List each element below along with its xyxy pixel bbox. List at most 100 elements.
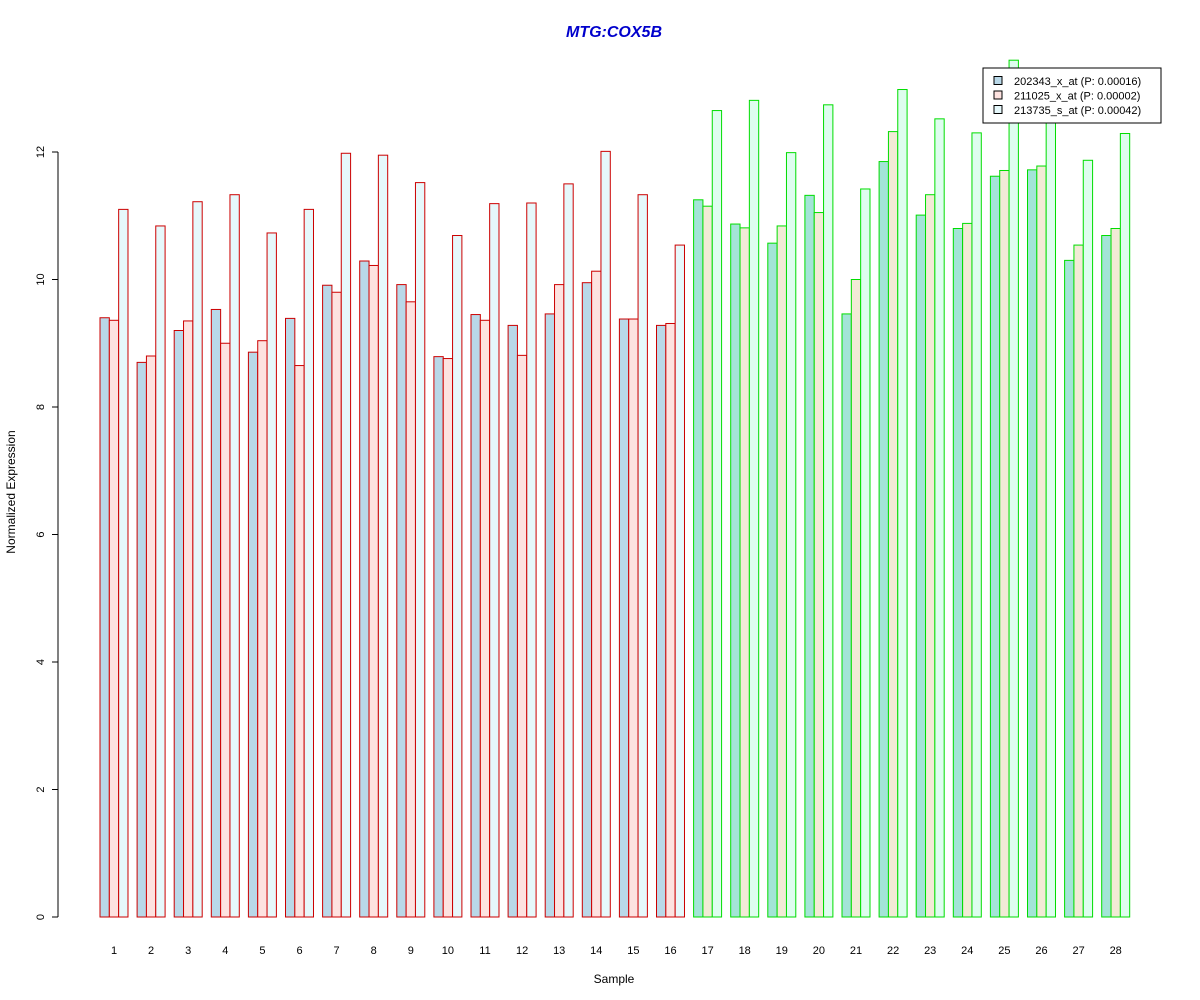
x-tick-label: 28: [1110, 945, 1122, 957]
bar-series-3-sample-7: [340, 152, 352, 918]
legend-swatch-3: [993, 105, 1003, 114]
x-tick-label: 16: [664, 945, 676, 957]
x-tick-label: 8: [371, 945, 377, 957]
x-tick-label: 25: [998, 945, 1010, 957]
bar-series-2-sample-6: [294, 365, 305, 918]
bar-series-2-sample-8: [368, 264, 379, 918]
x-tick-label: 24: [961, 945, 973, 957]
x-tick-label: 23: [924, 945, 936, 957]
bar-series-1-sample-2: [136, 361, 147, 918]
x-tick-label: 2: [148, 945, 154, 957]
bar-series-1-sample-17: [693, 199, 704, 918]
legend-label-2: 211025_x_at (P: 0.00002): [1014, 91, 1140, 103]
bar-series-2-sample-19: [776, 225, 787, 918]
bar-series-2-sample-5: [257, 340, 268, 918]
bar-series-1-sample-16: [656, 324, 667, 918]
bar-series-3-sample-22: [897, 89, 908, 918]
bar-series-1-sample-9: [396, 284, 407, 918]
y-tick-label: 10: [35, 273, 47, 285]
bar-series-3-sample-18: [748, 99, 760, 918]
bar-series-3-sample-20: [823, 104, 834, 918]
bar-series-2-sample-9: [405, 301, 416, 918]
bar-series-1-sample-6: [285, 317, 296, 918]
bar-series-2-sample-12: [516, 354, 528, 918]
x-tick-label: 15: [627, 945, 639, 957]
bar-series-2-sample-28: [1110, 228, 1121, 918]
x-tick-label: 9: [408, 945, 414, 957]
bar-series-1-sample-7: [322, 284, 333, 918]
bar-series-2-sample-21: [850, 279, 862, 918]
bar-series-3-sample-21: [860, 188, 871, 918]
legend-label-1: 202343_x_at (P: 0.00016): [1014, 76, 1141, 88]
bar-series-2-sample-7: [331, 291, 342, 918]
x-tick-label: 17: [701, 945, 713, 957]
bar-series-2-sample-10: [442, 358, 454, 918]
x-tick-label: 19: [776, 945, 788, 957]
bar-series-1-sample-11: [470, 314, 481, 918]
chart-title: MTG:COX5B: [566, 24, 662, 41]
bar-series-2-sample-3: [183, 320, 194, 918]
x-tick-label: 21: [850, 945, 862, 957]
bar-series-3-sample-24: [971, 132, 982, 918]
legend-swatch-2: [993, 90, 1003, 100]
bar-series-3-sample-8: [377, 154, 389, 918]
x-tick-label: 26: [1035, 945, 1047, 957]
y-tick-label: 8: [35, 404, 47, 410]
bar-series-1-sample-15: [618, 318, 630, 918]
x-tick-label: 5: [259, 945, 265, 957]
bar-series-3-sample-27: [1082, 159, 1094, 918]
bar-series-3-sample-4: [229, 194, 240, 918]
legend-label-3: 213735_s_at (P: 0.00042): [1014, 105, 1141, 117]
y-tick-label: 2: [35, 786, 47, 792]
x-tick-label: 4: [222, 945, 228, 957]
legend-box: [982, 67, 1162, 124]
bar-series-2-sample-14: [591, 270, 602, 918]
x-axis-label: Sample: [594, 972, 635, 986]
bar-series-1-sample-27: [1064, 259, 1075, 918]
bar-series-1-sample-13: [544, 313, 556, 918]
bar-series-3-sample-16: [674, 244, 685, 918]
x-tick-label: 10: [442, 945, 454, 957]
bar-series-3-sample-12: [526, 202, 537, 918]
bar-series-2-sample-4: [220, 342, 231, 918]
y-tick-label: 6: [35, 531, 47, 537]
x-tick-label: 27: [1072, 945, 1084, 957]
bar-series-1-sample-20: [804, 194, 815, 918]
bar-series-3-sample-10: [452, 235, 463, 918]
x-axis-ticks: 1 2 3 4 5 6 7 8 9 10 11 12 13 14 15 16 17 18 19 20 21 22 23 24 2…: [111, 945, 1122, 957]
bar-series-2-sample-17: [702, 205, 713, 918]
bar-series-2-sample-18: [739, 227, 750, 918]
bar-series-3-sample-11: [489, 203, 500, 918]
bar-series-3-sample-3: [192, 201, 203, 918]
x-tick-label: 1: [111, 945, 117, 957]
x-tick-label: 22: [887, 945, 899, 957]
bar-series-1-sample-14: [581, 282, 593, 918]
bar-series-2-sample-15: [628, 318, 639, 918]
bar-series-1-sample-3: [173, 330, 185, 918]
y-axis-label: Normalized Expression: [4, 430, 18, 553]
bar-series-1-sample-18: [730, 223, 741, 918]
bars-layer: [99, 59, 1131, 918]
y-axis: 0 2 4 6 8 10 12: [35, 146, 59, 920]
legend: 202343_x_at (P: 0.00016) 211025_x_at (P: …: [982, 67, 1162, 124]
bar-series-3-sample-19: [785, 152, 797, 918]
bar-series-1-sample-1: [99, 317, 110, 918]
bar-series-1-sample-22: [878, 161, 889, 918]
bar-series-1-sample-4: [210, 308, 222, 918]
bar-series-3-sample-14: [600, 150, 611, 918]
x-tick-label: 20: [813, 945, 825, 957]
bar-series-2-sample-25: [999, 169, 1010, 918]
bar-series-1-sample-24: [952, 228, 964, 918]
bar-series-1-sample-26: [1027, 169, 1038, 918]
bar-series-1-sample-23: [915, 214, 927, 918]
bar-series-1-sample-19: [767, 242, 778, 918]
bar-series-3-sample-15: [637, 194, 648, 918]
bar-series-1-sample-5: [247, 351, 259, 918]
bar-series-3-sample-2: [155, 225, 166, 918]
bar-series-2-sample-24: [962, 222, 973, 918]
bar-series-2-sample-26: [1036, 165, 1047, 918]
bar-series-3-sample-26: [1045, 116, 1056, 918]
bar-series-1-sample-21: [841, 313, 852, 918]
bar-series-3-sample-9: [414, 182, 426, 918]
